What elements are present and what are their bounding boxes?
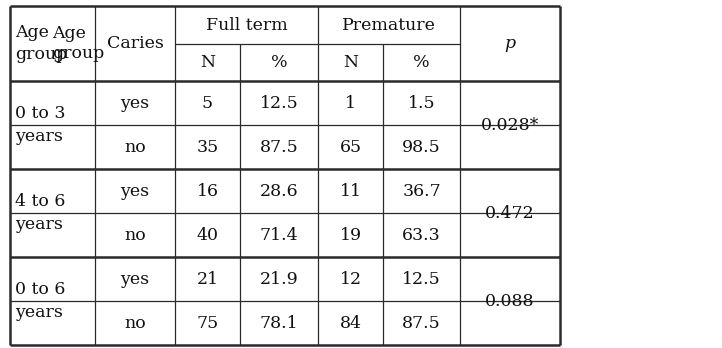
Text: 84: 84 [339, 315, 362, 332]
Text: 16: 16 [196, 182, 219, 199]
Text: Age
group: Age group [15, 24, 67, 63]
Text: 36.7: 36.7 [402, 182, 441, 199]
Text: Age
group: Age group [53, 25, 105, 62]
Text: %: % [271, 54, 287, 71]
Text: 4 to 6
years: 4 to 6 years [15, 193, 66, 232]
Text: 0.028*: 0.028* [481, 117, 539, 134]
Text: 78.1: 78.1 [260, 315, 298, 332]
Text: 1: 1 [345, 95, 356, 111]
Text: 1.5: 1.5 [408, 95, 435, 111]
Text: N: N [343, 54, 358, 71]
Text: yes: yes [121, 182, 149, 199]
Text: yes: yes [121, 270, 149, 287]
Text: no: no [124, 139, 146, 156]
Text: %: % [413, 54, 430, 71]
Text: 98.5: 98.5 [402, 139, 441, 156]
Text: 35: 35 [196, 139, 219, 156]
Text: no: no [124, 227, 146, 244]
Text: 75: 75 [196, 315, 219, 332]
Text: 71.4: 71.4 [260, 227, 298, 244]
Text: 19: 19 [339, 227, 362, 244]
Text: 12.5: 12.5 [402, 270, 441, 287]
Text: 87.5: 87.5 [260, 139, 298, 156]
Text: p: p [505, 35, 516, 52]
Text: 40: 40 [196, 227, 219, 244]
Text: 21: 21 [196, 270, 219, 287]
Text: N: N [200, 54, 215, 71]
Text: 11: 11 [339, 182, 362, 199]
Text: 0.088: 0.088 [485, 293, 535, 309]
Text: yes: yes [121, 95, 149, 111]
Text: 28.6: 28.6 [260, 182, 298, 199]
Text: 21.9: 21.9 [260, 270, 298, 287]
Text: Caries: Caries [107, 35, 163, 52]
Text: 0 to 3
years: 0 to 3 years [15, 105, 66, 145]
Text: 12: 12 [339, 270, 362, 287]
Text: 12.5: 12.5 [260, 95, 298, 111]
Text: 0 to 6
years: 0 to 6 years [15, 282, 66, 321]
Text: Full term: Full term [206, 16, 287, 33]
Text: no: no [124, 315, 146, 332]
Text: 0.472: 0.472 [485, 205, 535, 221]
Text: 5: 5 [202, 95, 213, 111]
Text: 87.5: 87.5 [402, 315, 441, 332]
Text: 63.3: 63.3 [402, 227, 441, 244]
Text: 65: 65 [339, 139, 362, 156]
Text: Premature: Premature [342, 16, 436, 33]
